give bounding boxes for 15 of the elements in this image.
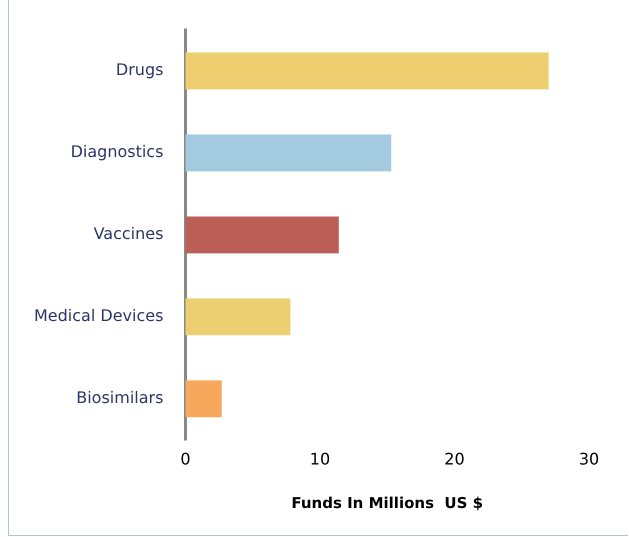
- y-tick-label: Medical Devices: [34, 306, 164, 326]
- x-tick-label: 10: [310, 450, 330, 469]
- bar: [185, 216, 339, 254]
- y-tick-label: Biosimilars: [76, 388, 164, 407]
- x-tick-label: 20: [444, 450, 465, 469]
- y-tick-label: Drugs: [116, 60, 164, 80]
- x-tick-label: 30: [578, 450, 600, 469]
- y-tick-label: Diagnostics: [70, 142, 164, 162]
- x-tick-label: 0: [180, 450, 191, 469]
- x-axis-title: Funds In Millions US $: [291, 494, 484, 512]
- bar: [185, 380, 222, 418]
- bar: [185, 298, 290, 336]
- y-tick-label: Vaccines: [94, 224, 164, 244]
- bar: [185, 134, 392, 172]
- bar: [185, 52, 549, 90]
